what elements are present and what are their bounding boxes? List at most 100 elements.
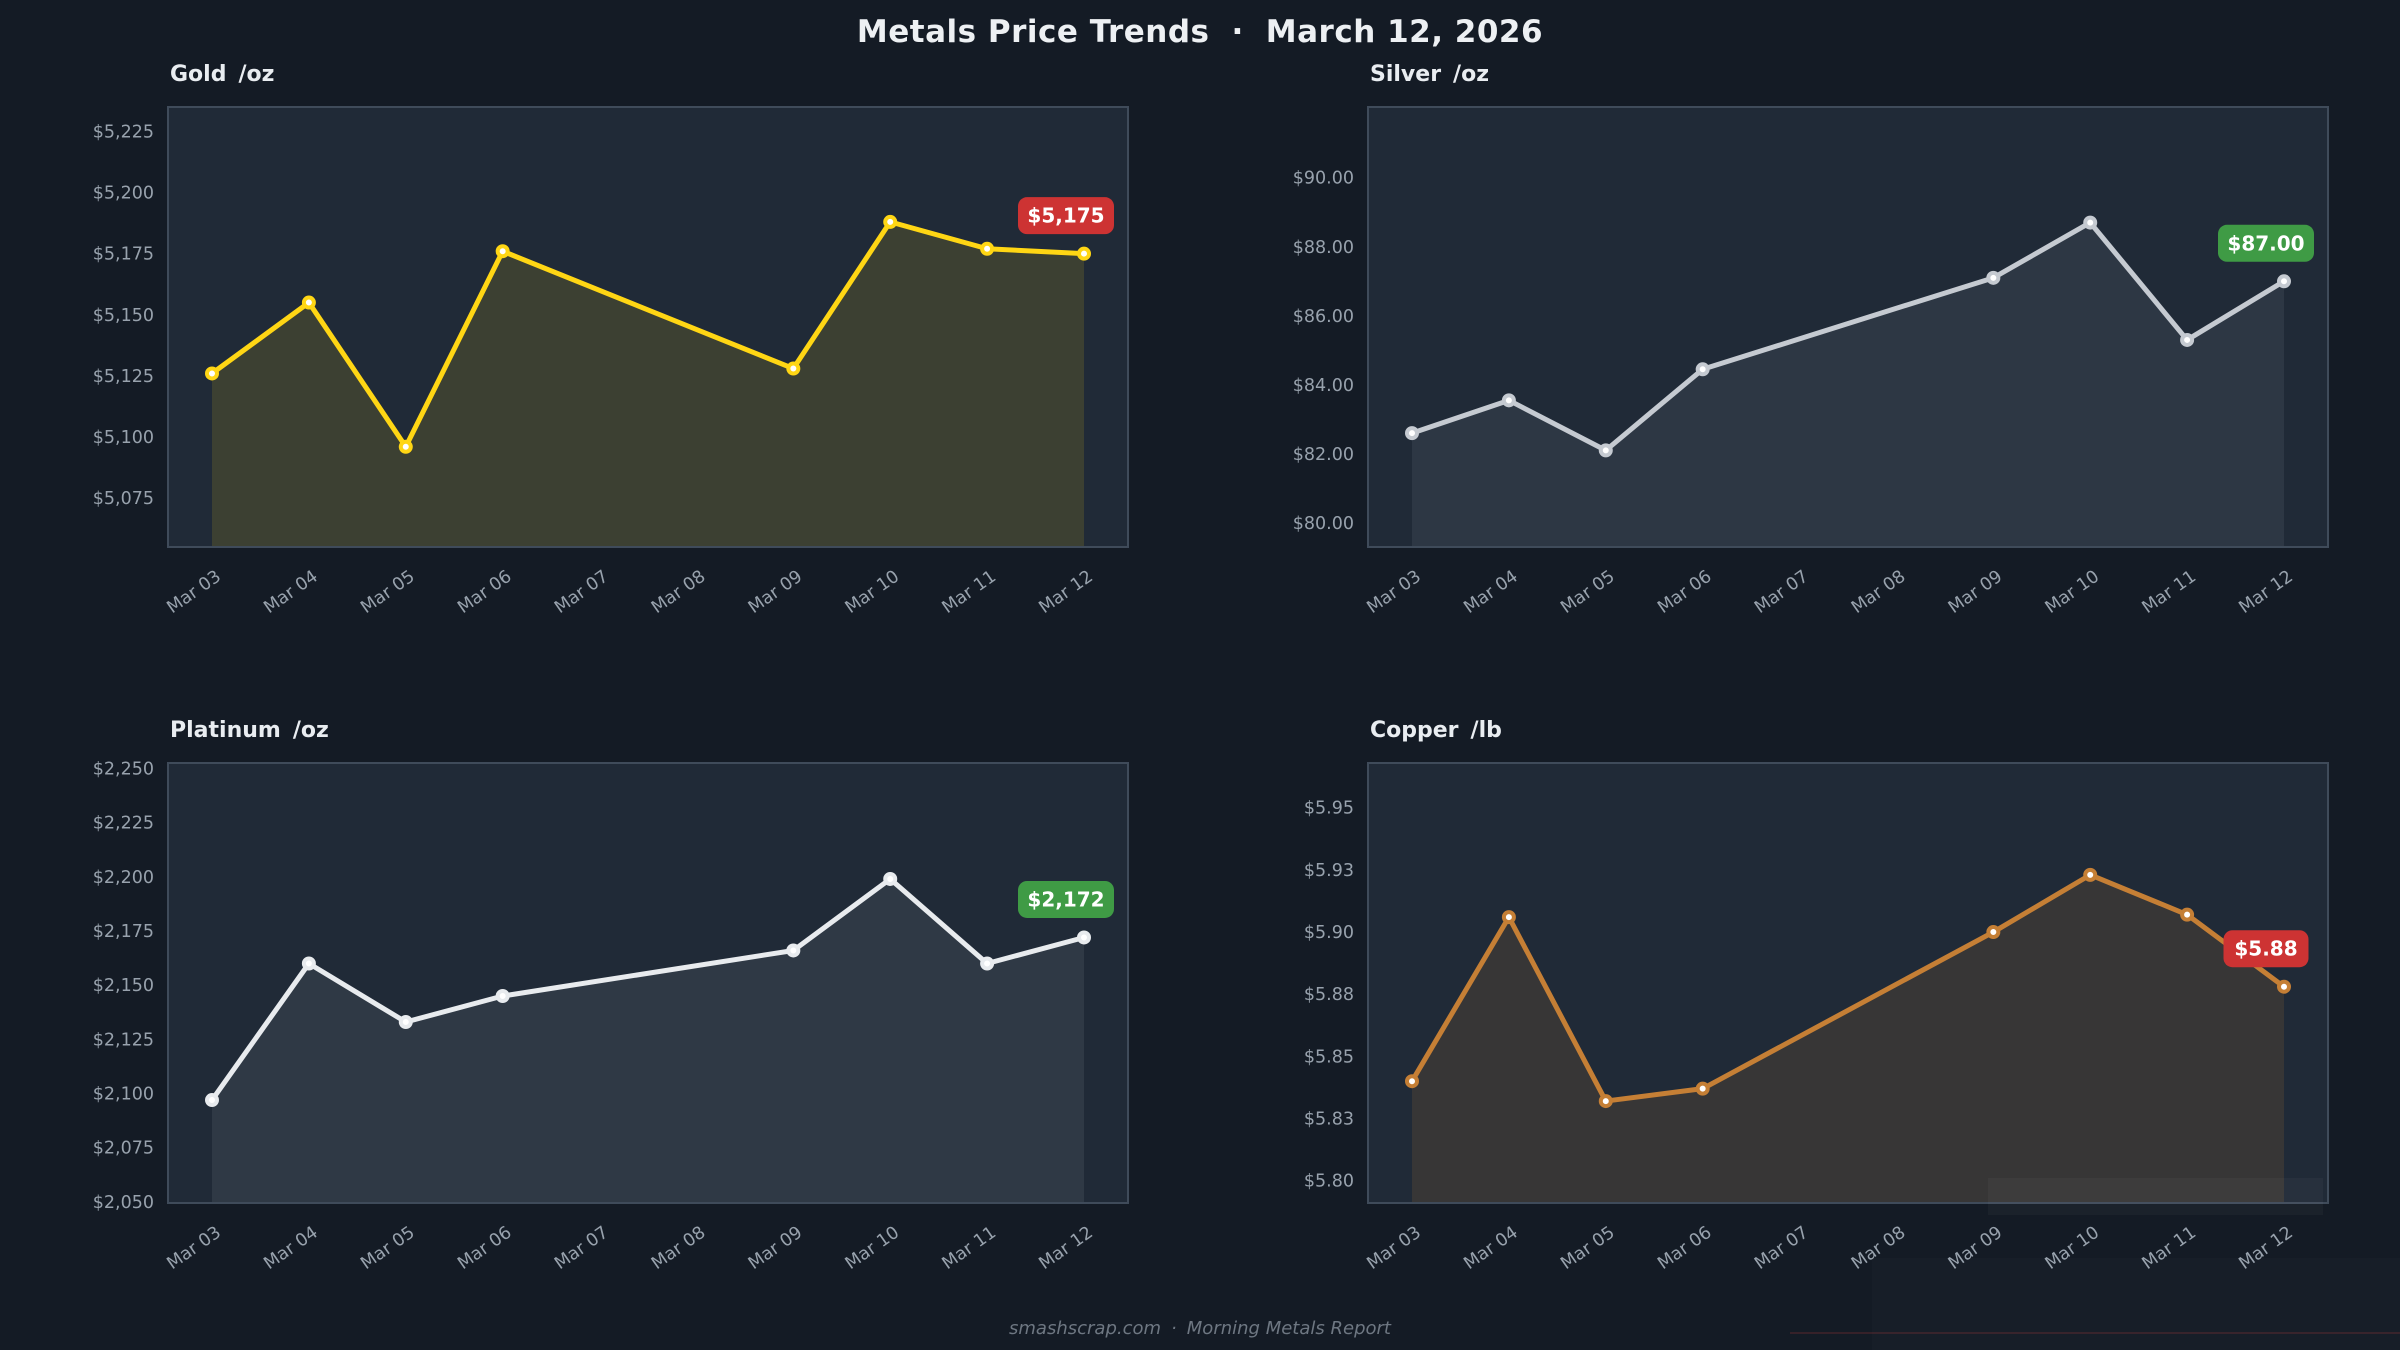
data-point bbox=[2083, 867, 2098, 882]
data-point bbox=[1695, 1081, 1710, 1096]
data-point bbox=[786, 361, 801, 376]
x-tick-label: Mar 04 bbox=[260, 1223, 321, 1274]
x-tick-label: Mar 06 bbox=[1654, 567, 1715, 618]
footer-site: smashscrap.com bbox=[1009, 1318, 1162, 1339]
x-tick-label: Mar 09 bbox=[745, 567, 806, 618]
price-line bbox=[1409, 220, 2287, 453]
data-point bbox=[301, 295, 316, 310]
y-tick-label: $2,050 bbox=[93, 1193, 154, 1213]
badge-label: $87.00 bbox=[2227, 231, 2304, 255]
data-point bbox=[1501, 910, 1516, 925]
data-point bbox=[1077, 246, 1091, 261]
y-tick-label: $2,125 bbox=[93, 1030, 154, 1050]
x-tick-label: Mar 09 bbox=[1945, 567, 2006, 618]
footer-report-name: Morning Metals Report bbox=[1186, 1318, 1391, 1339]
y-tick-label: $5.88 bbox=[1304, 985, 1354, 1005]
plot-area bbox=[1367, 762, 2329, 1204]
x-tick-label: Mar 03 bbox=[1364, 1223, 1425, 1274]
metal-name: Platinum bbox=[170, 718, 281, 743]
x-tick-label: Mar 11 bbox=[939, 567, 1000, 618]
x-tick-label: Mar 04 bbox=[260, 567, 321, 618]
data-point bbox=[2277, 274, 2291, 289]
y-tick-label: $5.90 bbox=[1304, 923, 1354, 943]
area-fill bbox=[212, 221, 1084, 546]
data-point bbox=[1695, 362, 1710, 377]
y-tick-label: $2,200 bbox=[93, 868, 154, 888]
x-tick-label: Mar 03 bbox=[164, 1223, 225, 1274]
chart-copper: $5.95 $5.93 $5.90 $5.88 $5.85 $5.83 $5.80 Mar 0… bbox=[1304, 762, 2329, 1274]
y-tick-label: $84.00 bbox=[1293, 376, 1354, 396]
price-line bbox=[209, 876, 1087, 1103]
x-axis-labels: Mar 03 Mar 04 Mar 05 Mar 06 Mar 07 Mar 08 Mar … bbox=[1364, 567, 2297, 618]
x-tick-label: Mar 10 bbox=[842, 567, 903, 618]
data-point bbox=[205, 1093, 219, 1108]
x-tick-label: Mar 07 bbox=[551, 1223, 612, 1274]
y-tick-label: $2,250 bbox=[93, 759, 154, 779]
y-tick-label: $5.93 bbox=[1304, 861, 1354, 881]
x-tick-label: Mar 05 bbox=[357, 1223, 418, 1274]
badge-background bbox=[1018, 197, 1114, 235]
data-point bbox=[495, 244, 510, 259]
x-tick-label: Mar 03 bbox=[1364, 567, 1425, 618]
y-tick-label: $2,100 bbox=[93, 1085, 154, 1105]
last-price-badge: $2,172 bbox=[1018, 880, 1114, 918]
y-axis-labels: $90.00 $88.00 $86.00 $84.00 $82.00 $80.00 bbox=[1293, 169, 1354, 534]
y-tick-label: $5,125 bbox=[93, 367, 154, 387]
x-tick-label: Mar 05 bbox=[1557, 567, 1618, 618]
x-tick-label: Mar 08 bbox=[648, 1223, 709, 1274]
metal-unit: /oz bbox=[1453, 62, 1490, 87]
x-tick-label: Mar 05 bbox=[357, 567, 418, 618]
chart-title-gold: Gold/oz bbox=[170, 62, 274, 88]
x-tick-label: Mar 08 bbox=[648, 567, 709, 618]
y-tick-label: $5.95 bbox=[1304, 799, 1354, 819]
metal-name: Silver bbox=[1370, 62, 1442, 87]
data-point bbox=[1405, 426, 1419, 441]
x-tick-label: Mar 06 bbox=[1654, 1223, 1715, 1274]
x-tick-label: Mar 09 bbox=[745, 1223, 806, 1274]
bottom-edge-artifact-line bbox=[1790, 1332, 2400, 1334]
plot-area bbox=[1367, 106, 2329, 548]
data-point bbox=[786, 943, 801, 958]
area-fill bbox=[1412, 874, 2284, 1202]
data-point bbox=[2083, 215, 2098, 230]
data-point bbox=[883, 871, 898, 886]
x-tick-label: Mar 12 bbox=[2236, 567, 2297, 618]
data-point bbox=[980, 241, 995, 256]
x-tick-label: Mar 11 bbox=[2139, 567, 2200, 618]
data-point bbox=[1077, 930, 1091, 945]
badge-label: $5.88 bbox=[2234, 937, 2297, 961]
metal-unit: /oz bbox=[292, 718, 329, 743]
metal-name: Copper bbox=[1370, 718, 1459, 743]
y-tick-label: $5.80 bbox=[1304, 1172, 1354, 1192]
metal-unit: /lb bbox=[1470, 718, 1502, 743]
y-tick-label: $82.00 bbox=[1293, 445, 1354, 465]
x-tick-label: Mar 03 bbox=[164, 567, 225, 618]
y-tick-label: $88.00 bbox=[1293, 238, 1354, 258]
footer: smashscrap.com · Morning Metals Report bbox=[0, 1318, 2400, 1339]
data-point bbox=[398, 1015, 413, 1030]
y-tick-label: $5.83 bbox=[1304, 1109, 1354, 1129]
chart-silver: $90.00 $88.00 $86.00 $84.00 $82.00 $80.00 Mar … bbox=[1293, 106, 2329, 618]
y-tick-label: $90.00 bbox=[1293, 169, 1354, 189]
x-tick-label: Mar 06 bbox=[454, 567, 515, 618]
badge-label: $2,172 bbox=[1027, 887, 1104, 911]
data-point bbox=[1986, 925, 2001, 940]
data-point bbox=[883, 214, 898, 229]
data-point bbox=[301, 956, 316, 971]
y-axis-labels: $5,225 $5,200 $5,175 $5,150 $5,125 $5,100 $5,0… bbox=[93, 122, 154, 509]
y-tick-label: $5.85 bbox=[1304, 1047, 1354, 1067]
page-title-text: Metals Price Trends bbox=[856, 14, 1210, 50]
y-tick-label: $5,175 bbox=[93, 245, 154, 265]
y-tick-label: $2,225 bbox=[93, 814, 154, 834]
y-tick-label: $2,150 bbox=[93, 976, 154, 996]
x-tick-label: Mar 04 bbox=[1460, 1223, 1521, 1274]
data-point bbox=[495, 989, 510, 1004]
price-line bbox=[1409, 872, 2287, 1104]
y-tick-label: $5,150 bbox=[93, 306, 154, 326]
data-point bbox=[1986, 270, 2001, 285]
x-tick-label: Mar 10 bbox=[2042, 567, 2103, 618]
page-title-date: March 12, 2026 bbox=[1265, 14, 1544, 50]
x-tick-label: Mar 11 bbox=[939, 1223, 1000, 1274]
x-tick-label: Mar 07 bbox=[1751, 567, 1812, 618]
